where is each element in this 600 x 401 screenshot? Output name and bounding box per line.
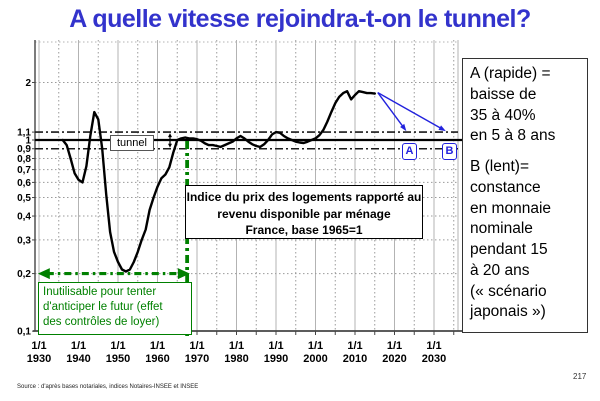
tunnel-width-arrow	[168, 133, 172, 148]
scenario-b-text: B (lent)= constance en monnaie nominale …	[470, 158, 552, 321]
unusable-period-note: Inutilisable pour tenter d'anticiper le …	[38, 282, 192, 335]
scenario-a-marker: A	[402, 143, 417, 160]
source-note: Source : d'après bases notariales, indic…	[17, 384, 199, 390]
axis-labels: 2 1,110,90,80,7 0,6 0,5 0,4 0,3 0,2 0,1 1/1 1930 1…	[17, 78, 446, 365]
svg-text:0,7: 0,7	[17, 165, 31, 176]
price-index-curve	[61, 89, 376, 273]
tunnel-label: tunnel	[110, 135, 154, 151]
index-definition-box: Indice du prix des logements rapporté au…	[185, 185, 423, 239]
scenario-b-marker: B	[442, 143, 457, 160]
svg-text:0,1: 0,1	[17, 327, 31, 338]
svg-text:0,9: 0,9	[17, 144, 31, 155]
svg-text:2: 2	[25, 78, 31, 89]
svg-text:0,8: 0,8	[17, 154, 31, 165]
svg-text:1: 1	[25, 136, 31, 147]
svg-text:0,3: 0,3	[17, 235, 31, 246]
svg-text:0,5: 0,5	[17, 193, 31, 204]
page-title: A quelle vitesse rejoindra-t-on le tunne…	[69, 5, 531, 33]
page-number: 217	[573, 372, 587, 381]
svg-text:0,4: 0,4	[17, 212, 31, 223]
svg-text:0,6: 0,6	[17, 178, 31, 189]
svg-text:1,1: 1,1	[17, 128, 31, 139]
tunnel-lines	[35, 131, 462, 150]
svg-text:0,2: 0,2	[17, 269, 31, 280]
scenario-a-text: A (rapide) = baisse de 35 à 40% en 5 à 8…	[470, 65, 556, 145]
scenario-arrows	[377, 91, 446, 132]
scenario-legend-box: A (rapide) = baisse de 35 à 40% en 5 à 8…	[462, 58, 588, 333]
